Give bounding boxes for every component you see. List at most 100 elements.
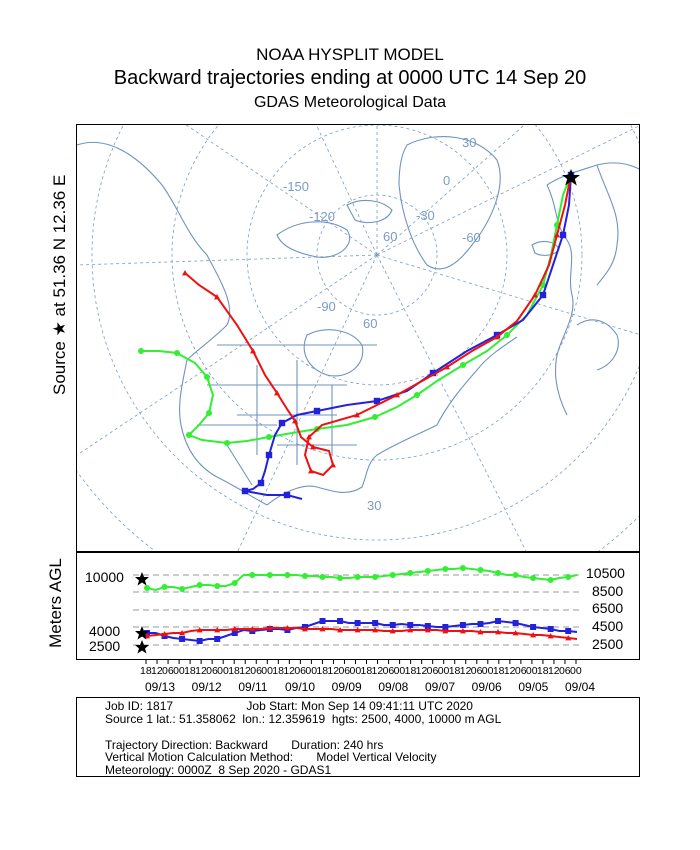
trajectory-point (214, 294, 220, 300)
right-level-label: 4500 (592, 618, 624, 634)
trajectory-point (442, 628, 449, 634)
trajectory-point (308, 468, 314, 474)
graticule-label: -30 (416, 208, 435, 223)
graticule-label: 60 (363, 316, 377, 331)
trajectory-point (250, 348, 256, 354)
trajectory-point (204, 374, 210, 380)
trajectory-point (532, 292, 538, 298)
source-info-line: Source 1 lat.: 51.358062 lon.: 12.359619… (105, 712, 502, 726)
trajectory-point (337, 627, 344, 633)
trajectory-point (274, 390, 280, 396)
hour-tick-label: 00 (173, 665, 185, 677)
trajectory-point (565, 574, 572, 580)
trajectory-point (547, 577, 554, 583)
trajectory-point (306, 434, 312, 440)
hour-tick-label: 18 (184, 665, 196, 677)
run-info-panel: Job ID: 1817 Job Start: Mon Sep 14 09:41… (76, 697, 640, 777)
trajectory-point (182, 270, 188, 276)
trajectory-point (179, 630, 186, 636)
trajectory-point (372, 574, 379, 580)
hour-tick-label: 12 (327, 665, 339, 677)
graticule-label: 60 (383, 229, 397, 244)
date-tick-label: 09/05 (518, 680, 548, 694)
trajectory-point (301, 626, 308, 632)
trajectory-point (196, 627, 203, 633)
plot-title: Backward trajectories ending at 0000 UTC… (113, 67, 587, 89)
hour-tick-label: 06 (515, 665, 527, 677)
hour-tick-label: 12 (548, 665, 560, 677)
source-location-label: Source ★ at 51.36 N 12.36 E (50, 174, 69, 395)
trajectory-point (444, 364, 450, 370)
trajectory-point (354, 620, 361, 626)
coastlines (77, 136, 639, 506)
trajectory-point (429, 369, 437, 377)
hour-tick-label: 00 (438, 665, 450, 677)
trajectory-point (354, 574, 361, 580)
trajectory-point (319, 626, 326, 632)
date-tick-label: 09/09 (332, 680, 362, 694)
plot-subtitle: GDAS Meteorological Data (253, 94, 447, 111)
trajectory-point (241, 487, 249, 495)
map-graticule (77, 125, 639, 551)
trajectory-point (284, 625, 291, 631)
hour-tick-label: 12 (239, 665, 251, 677)
graticule-label: 30 (367, 498, 381, 513)
hour-tick-label: 12 (416, 665, 428, 677)
trajectory-point (547, 633, 554, 639)
trajectory-point (539, 291, 547, 299)
hour-tick-label: 00 (349, 665, 361, 677)
hour-tick-label: 12 (504, 665, 516, 677)
trajectory-point (313, 407, 321, 415)
trajectory-point (495, 618, 502, 624)
date-tick-label: 09/13 (145, 680, 175, 694)
trajectory-point (231, 626, 238, 632)
hour-tick-label: 06 (250, 665, 262, 677)
trajectory-point (494, 334, 500, 340)
trajectory-point (389, 628, 396, 634)
trajectory-point (179, 586, 186, 592)
hour-tick-label: 00 (217, 665, 229, 677)
trajectory-point (214, 636, 221, 642)
hour-tick-label: 18 (228, 665, 240, 677)
date-tick-label: 09/06 (472, 680, 502, 694)
trajectory-point (249, 626, 256, 632)
hour-tick-label: 00 (570, 665, 582, 677)
trajectory-point (477, 567, 484, 573)
date-tick-label: 09/11 (238, 680, 267, 694)
trajectory-point (266, 572, 273, 578)
trajectory-point (512, 572, 519, 578)
trajectory-point (424, 623, 431, 629)
graticule-label: -60 (462, 230, 481, 245)
date-tick-label: 09/07 (425, 680, 455, 694)
date-tick-label: 09/08 (378, 680, 408, 694)
trajectory-point (460, 362, 466, 368)
trajectory-point (477, 621, 484, 627)
right-level-label: 10500 (586, 565, 625, 581)
trajectory-point (389, 572, 396, 578)
trajectory-point (372, 414, 378, 420)
trajectory-point (231, 630, 238, 636)
trajectory-point (224, 440, 230, 446)
hour-tick-label: 00 (394, 665, 406, 677)
trajectory-point (206, 410, 212, 416)
trajectory-point (266, 434, 272, 440)
date-tick-label: 09/12 (192, 680, 222, 694)
job-info-line: Job ID: 1817 Job Start: Mon Sep 14 09:41… (105, 699, 473, 713)
trajectory-map: 30 0 -150 -120 -30 60 -60 -90 60 30 (76, 124, 640, 552)
right-level-label: 8500 (592, 583, 624, 599)
trajectory-point (407, 627, 414, 633)
trajectory-point (530, 632, 537, 638)
vertical-motion-line: Vertical Motion Calculation Method: Mode… (105, 750, 437, 764)
trajectory-point (337, 575, 344, 581)
trajectory-point (292, 418, 298, 424)
trajectory-point (530, 624, 537, 630)
direction-info-line: Trajectory Direction: Backward Duration:… (105, 738, 384, 752)
hour-tick-label: 12 (460, 665, 472, 677)
trajectory-point (174, 350, 180, 356)
trajectory-point (394, 392, 400, 398)
hour-tick-label: 18 (493, 665, 505, 677)
trajectory-point (373, 397, 381, 405)
map-canvas: 30 0 -150 -120 -30 60 -60 -90 60 30 (77, 125, 639, 551)
trajectory-point (257, 479, 265, 487)
height-series-2500m (144, 625, 578, 641)
